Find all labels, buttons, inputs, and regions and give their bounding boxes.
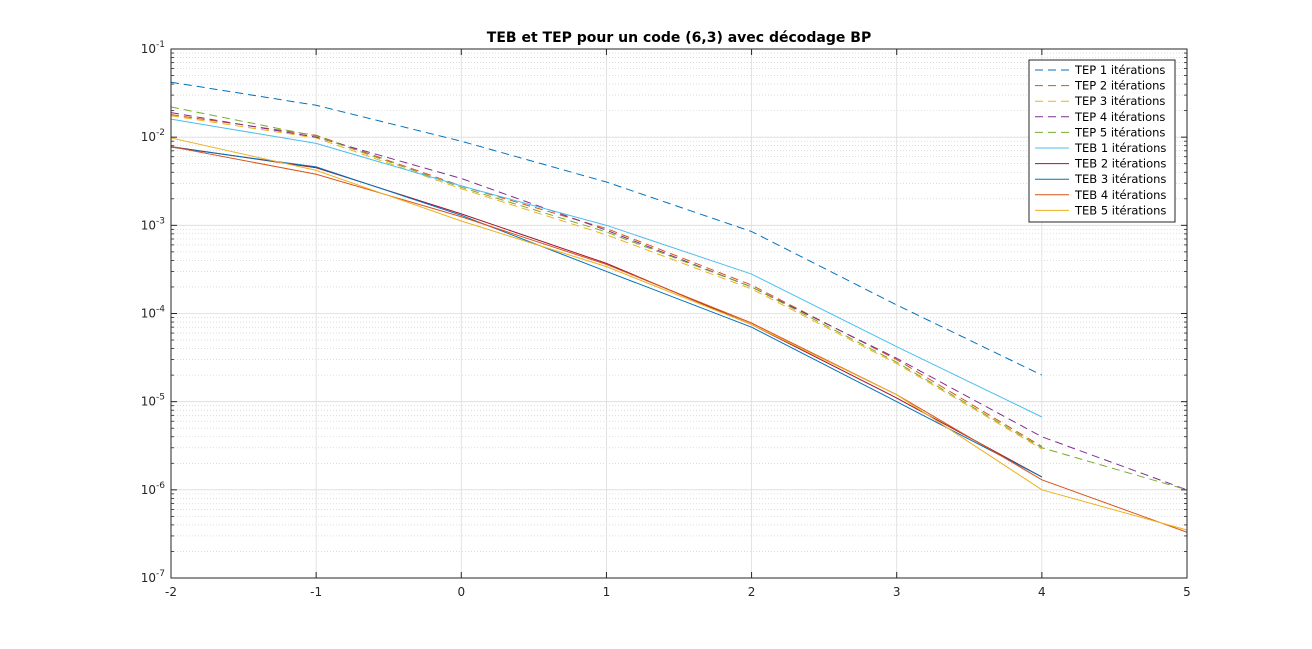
y-tick-label: 10-7 xyxy=(141,569,165,585)
x-tick-label: 2 xyxy=(748,585,756,599)
legend-box xyxy=(1028,59,1176,223)
legend-label: TEP 2 itérations xyxy=(1074,79,1165,93)
series-line xyxy=(170,146,1043,478)
y-tick-label: 10-4 xyxy=(141,305,166,321)
y-tick-label: 10-3 xyxy=(141,216,165,232)
series-line xyxy=(170,146,1188,533)
x-tick-label: 4 xyxy=(1038,585,1046,599)
x-tick-label: 3 xyxy=(893,585,901,599)
series-line xyxy=(170,115,1043,450)
legend-label: TEP 3 itérations xyxy=(1074,94,1165,108)
series-line xyxy=(170,81,1043,376)
legend-label: TEB 4 itérations xyxy=(1074,188,1166,202)
legend-label: TEB 3 itérations xyxy=(1074,172,1166,186)
x-tick-label: -1 xyxy=(310,585,322,599)
x-tick-label: -2 xyxy=(165,585,177,599)
series-line xyxy=(170,118,1043,418)
x-tick-label: 5 xyxy=(1183,585,1191,599)
series-line xyxy=(170,146,1043,478)
axes: -2 -1 0 1 2 3 4 5 10-1 10-2 10-3 10-4 10-5 10-6 10-7 xyxy=(141,40,1191,599)
legend-label: TEP 1 itérations xyxy=(1074,63,1165,77)
legend-label: TEB 2 itérations xyxy=(1074,157,1166,171)
series-line xyxy=(170,114,1043,447)
chart-title: TEB et TEP pour un code (6,3) avec décod… xyxy=(487,30,871,46)
y-tick-label: 10-1 xyxy=(141,40,165,56)
series-line xyxy=(170,137,1188,531)
grid xyxy=(170,48,1188,579)
y-tick-label: 10-6 xyxy=(141,481,166,497)
y-tick-label: 10-2 xyxy=(141,128,165,144)
y-tick-label: 10-5 xyxy=(141,393,165,409)
series-line xyxy=(170,106,1188,491)
x-tick-label: 0 xyxy=(457,585,465,599)
legend-label: TEP 4 itérations xyxy=(1074,110,1165,124)
series-group xyxy=(170,81,1188,533)
legend-label: TEB 5 itérations xyxy=(1074,203,1166,217)
x-tick-label: 1 xyxy=(603,585,611,599)
legend-label: TEP 5 itérations xyxy=(1074,125,1165,139)
legend-label: TEB 1 itérations xyxy=(1074,141,1166,155)
